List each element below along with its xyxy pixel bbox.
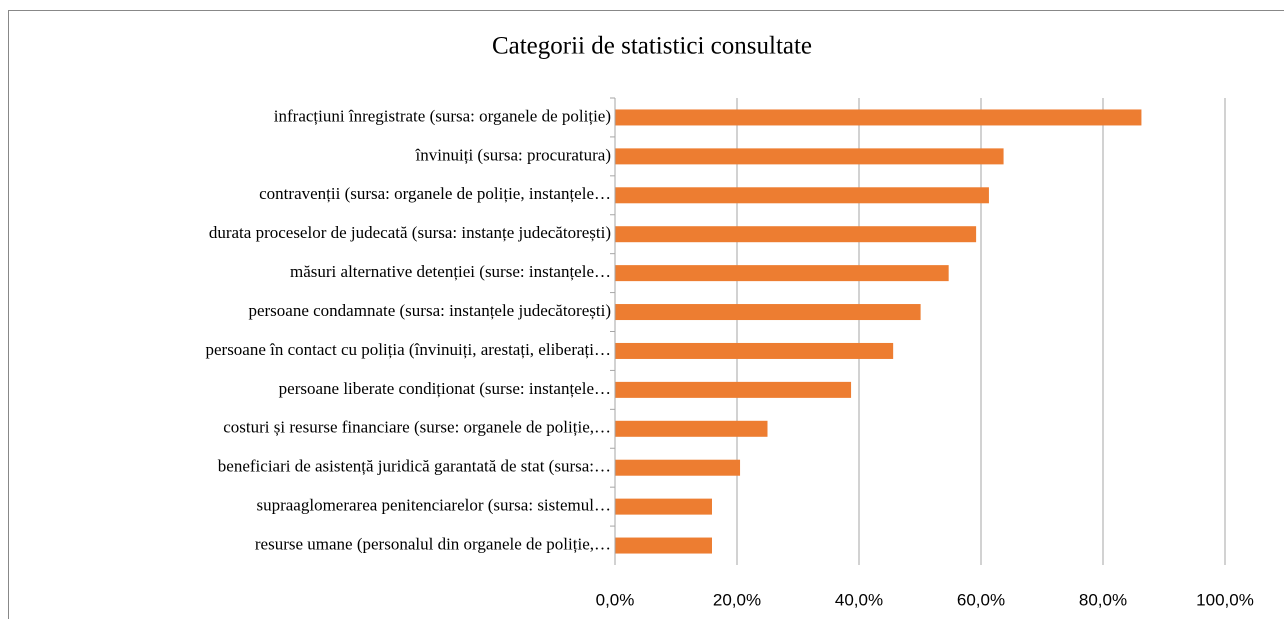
bar [615,342,894,359]
bar [615,537,712,554]
x-tick-label: 0,0% [596,590,635,609]
y-tick-label: persoane liberate condiționat (surse: in… [279,379,611,398]
chart-title: Categorii de statistici consultate [492,33,812,60]
y-tick-label: durata proceselor de judecată (sursa: in… [209,223,611,242]
y-tick-label: supraaglomerarea penitenciarelor (sursa:… [256,496,611,515]
x-tick-label: 60,0% [957,590,1005,609]
y-tick-label: persoane în contact cu poliția (învinuiț… [205,340,611,359]
bar [615,148,1004,165]
bar [615,187,989,204]
bar [615,459,741,476]
y-tick-label: beneficiari de asistență juridică garant… [218,457,611,476]
bar [615,381,852,398]
bar [615,498,712,515]
x-tick-label: 100,0% [1196,590,1254,609]
x-tick-label: 80,0% [1079,590,1127,609]
bar [615,265,949,282]
y-tick-label: contravenții (sursa: organele de poliție… [259,184,611,203]
y-tick-label: măsuri alternative detenției (surse: ins… [290,262,611,281]
bar [615,226,977,243]
y-tick-label: costuri și resurse financiare (surse: or… [223,418,611,437]
x-tick-label: 40,0% [835,590,883,609]
x-tick-label: 20,0% [713,590,761,609]
y-tick-label: învinuiți (sursa: procuratura) [415,145,611,164]
bar [615,109,1142,126]
bar [615,420,768,437]
y-tick-label: persoane condamnate (sursa: instanțele j… [248,301,611,320]
y-tick-label: infracțiuni înregistrate (sursa: organel… [274,106,611,125]
bar [615,304,921,321]
y-tick-label: resurse umane (personalul din organele d… [255,534,611,553]
